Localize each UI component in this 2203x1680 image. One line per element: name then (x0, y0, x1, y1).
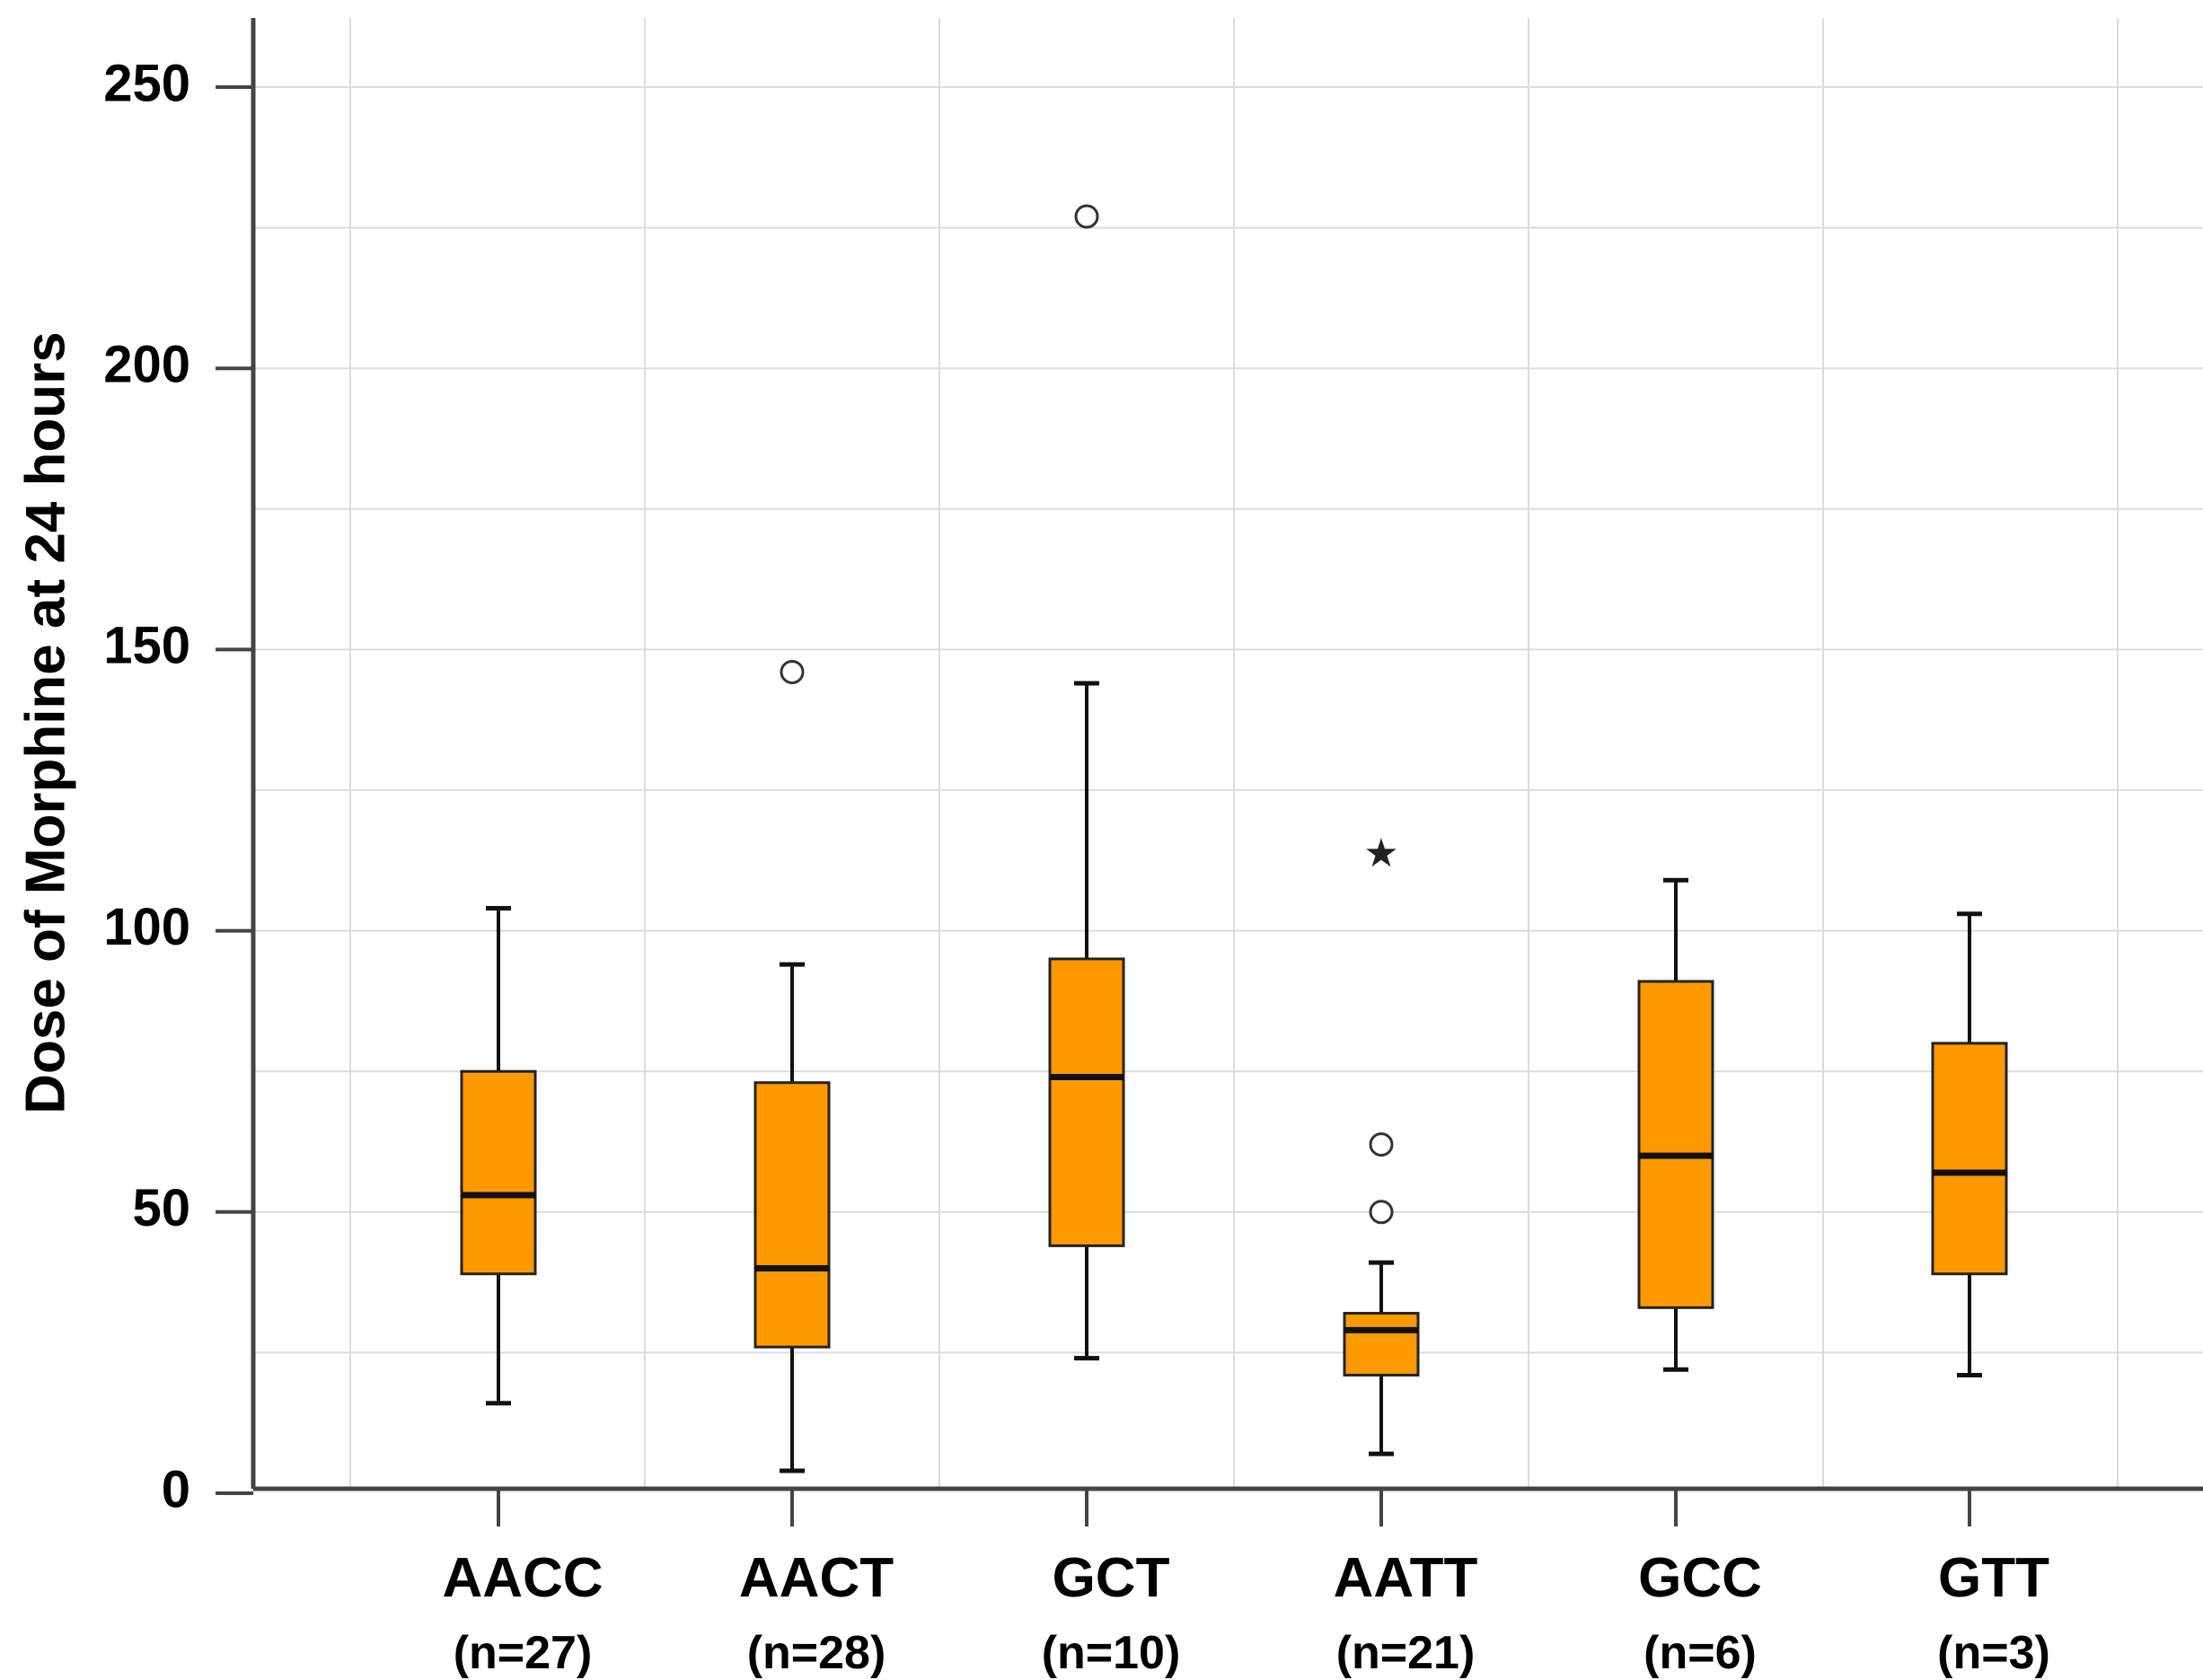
box-gct (1048, 204, 1125, 1526)
outlier-point (1369, 1200, 1394, 1225)
box-iqr (1637, 980, 1714, 1309)
x-category-label: AACC (442, 1547, 603, 1609)
box-iqr (1048, 957, 1125, 1247)
y-tick-label: 50 (132, 1179, 190, 1237)
extreme-point: ★ (1363, 831, 1398, 876)
x-category-n-label: (n=10) (1042, 1627, 1181, 1679)
box-iqr (460, 1069, 537, 1276)
y-ticks: 0 50 100 150 200 250 (103, 54, 253, 1518)
box-aact (753, 659, 831, 1526)
box-iqr (1343, 1312, 1420, 1377)
grid-lines (253, 18, 2203, 1489)
outlier-point (1369, 1132, 1394, 1157)
x-category-n-label: (n=28) (747, 1627, 886, 1679)
box-iqr (753, 1081, 831, 1349)
x-category-label: GCC (1638, 1547, 1762, 1609)
y-tick-label: 200 (103, 336, 190, 394)
x-category-n-label: (n=27) (454, 1627, 593, 1679)
x-category-n-label: (n=3) (1937, 1627, 2050, 1679)
x-category-label: AATT (1334, 1547, 1478, 1609)
y-axis-title: Dose of Morphine at 24 hours (14, 331, 76, 1114)
outlier-point (780, 659, 805, 684)
axes (251, 18, 2203, 1491)
x-category-n-label: (n=21) (1336, 1627, 1476, 1679)
y-tick-label: 100 (103, 898, 190, 956)
box-iqr (1931, 1042, 2008, 1276)
box-gcc (1637, 877, 1714, 1526)
boxes: ★ (460, 204, 2008, 1526)
x-category-label: GTT (1938, 1547, 2049, 1609)
box-aatt: ★ (1343, 831, 1420, 1526)
y-tick-label: 150 (103, 617, 190, 675)
y-tick-label: 250 (103, 54, 190, 112)
box-aacc (460, 906, 537, 1526)
x-category-label: AACT (739, 1547, 894, 1609)
x-category-label: GCT (1053, 1547, 1170, 1609)
box-gtt (1931, 911, 2008, 1526)
x-category-n-label: (n=6) (1643, 1627, 1757, 1679)
outlier-point (1074, 204, 1099, 229)
x-labels: AACC (n=27) AACT (n=28) GCT (n=10) AATT (n=21) G… (442, 1547, 2049, 1679)
y-tick-label: 0 (162, 1460, 190, 1518)
